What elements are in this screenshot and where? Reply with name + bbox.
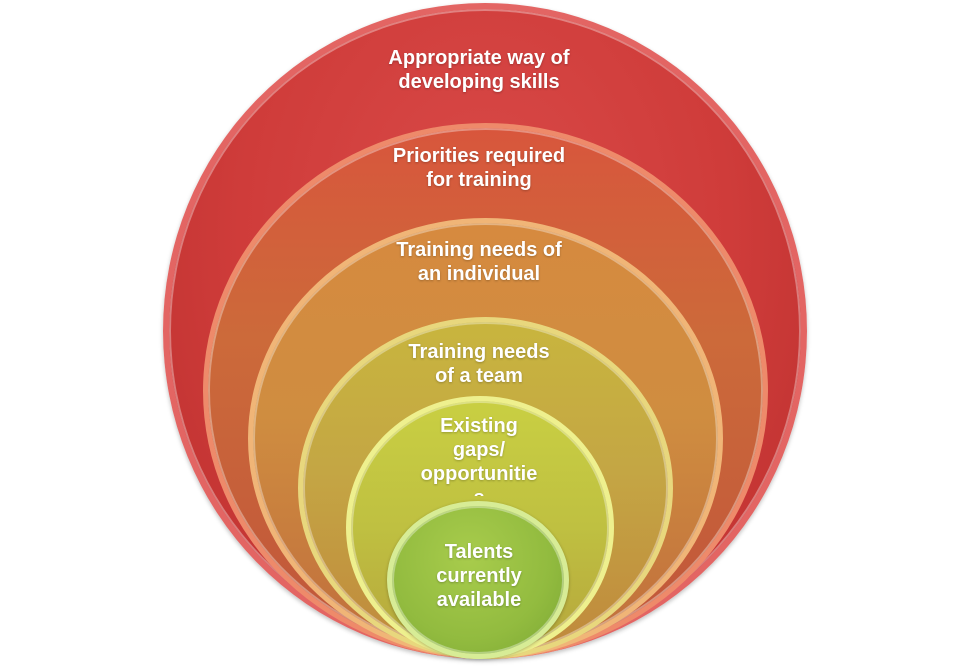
circle-level-6: [387, 501, 569, 659]
label-priorities: Priorities required for training: [392, 145, 566, 191]
label-team-needs: Training needs of a team: [408, 341, 550, 387]
label-appropriate-way: Appropriate way of developing skills: [388, 47, 570, 93]
label-individual-needs: Training needs of an individual: [396, 239, 562, 285]
label-talents: Talents currently available: [436, 541, 522, 611]
label-existing-gaps: Existing gaps/ opportunitie s: [420, 415, 538, 496]
